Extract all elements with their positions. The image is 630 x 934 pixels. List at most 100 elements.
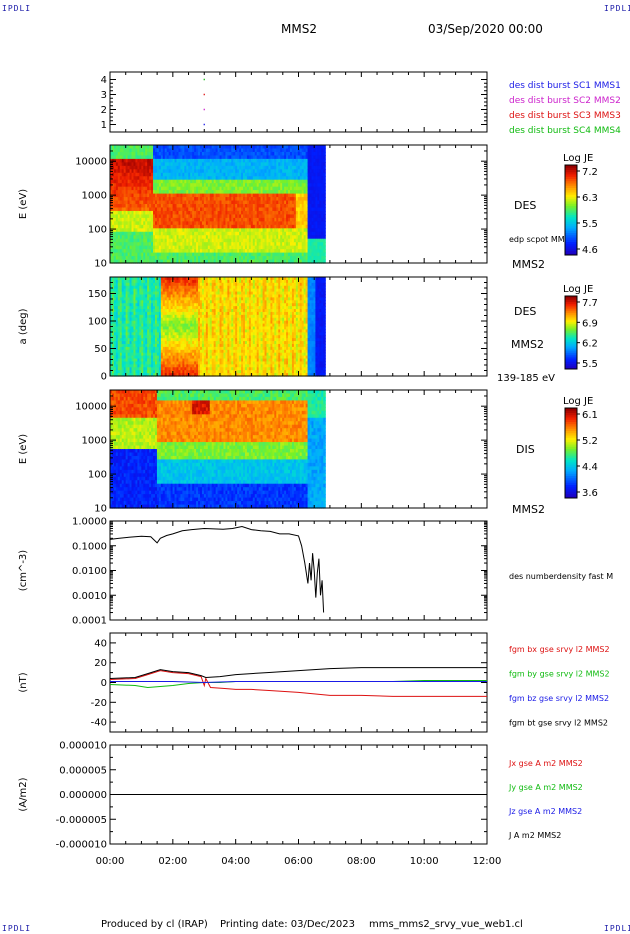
colorbar-cell <box>565 453 577 456</box>
des-energy-y-tick-label: 1000 <box>82 191 107 202</box>
colorbar-cell <box>565 328 577 332</box>
bfield-line-3 <box>110 681 487 684</box>
burst-panel-frame <box>109 71 488 133</box>
colorbar-cell <box>565 330 577 333</box>
colorbar-cell <box>565 207 577 211</box>
colorbar-cell <box>565 178 577 182</box>
corner-label-top-right: IPDLI <box>604 4 630 13</box>
colorbar-cell <box>565 337 577 341</box>
colorbar-cell <box>565 354 577 357</box>
des-pitch-sublabel: MMS2 <box>511 338 544 351</box>
colorbar-cell <box>565 323 577 326</box>
des-energy-colorbar-frame <box>564 164 578 256</box>
colorbar-cell <box>565 250 577 254</box>
colorbar-cell <box>565 180 577 184</box>
colorbar-cell <box>565 358 577 361</box>
bfield-legend-4: fgm bt gse srvy l2 MMS2 <box>509 719 608 728</box>
colorbar-cell <box>565 312 577 315</box>
colorbar-cell <box>565 432 577 436</box>
bfield-y-tick-label: 40 <box>94 638 107 649</box>
colorbar-cell <box>565 216 577 220</box>
des-energy-ylabel: E (eV) <box>18 189 29 219</box>
colorbar-cell <box>565 466 577 470</box>
des-energy-y-tick-label: 10 <box>94 259 107 270</box>
colorbar-cell <box>565 176 577 179</box>
colorbar-cell <box>565 430 577 434</box>
colorbar-cell <box>565 314 577 317</box>
colorbar-tick-label: 5.5 <box>582 359 598 370</box>
bfield-ylabel: (nT) <box>18 672 29 692</box>
colorbar-cell <box>565 210 577 213</box>
colorbar-cell <box>565 196 577 200</box>
current-y-tick-label: -0.000010 <box>56 840 107 851</box>
current-y-tick-label: -0.000005 <box>56 815 107 826</box>
bfield-y-tick-label: -20 <box>91 698 107 709</box>
colorbar-cell <box>565 334 577 337</box>
density-y-tick-label: 0.1000 <box>72 541 107 552</box>
time-tick-label: 04:00 <box>221 856 250 867</box>
colorbar-cell <box>565 341 577 344</box>
density-y-tick-label: 0.0100 <box>72 566 107 577</box>
colorbar-cell <box>565 462 577 465</box>
spacecraft-title: MMS2 <box>281 22 317 36</box>
colorbar-cell <box>565 345 577 348</box>
colorbar-cell <box>565 332 577 335</box>
colorbar-cell <box>565 189 577 193</box>
colorbar-cell <box>565 316 577 319</box>
des-pitch-colorbar-frame <box>564 295 578 370</box>
colorbar-cell <box>565 234 577 238</box>
time-tick-label: 06:00 <box>284 856 313 867</box>
colorbar-cell <box>565 319 577 323</box>
colorbar-cell <box>565 367 577 370</box>
footer-script-name: mms_mms2_srvy_vue_web1.cl <box>369 919 523 930</box>
dis-energy-y-tick-label: 100 <box>88 470 107 481</box>
colorbar-tick-label: 7.7 <box>582 298 598 309</box>
burst-y-tick-label: 2 <box>101 105 107 116</box>
bfield-legend-2: fgm by gse srvy l2 MMS2 <box>509 670 610 679</box>
current-y-tick-label: 0.000005 <box>59 765 107 776</box>
colorbar-cell <box>565 299 577 302</box>
current-legend-1: Jx gse A m2 MMS2 <box>508 759 583 768</box>
colorbar-cell <box>565 356 577 359</box>
dis-energy-ylabel: E (eV) <box>18 434 29 464</box>
current-y-tick-label: 0.000010 <box>59 741 107 752</box>
dis-energy-y-tick-label: 10000 <box>75 402 107 413</box>
colorbar-tick-label: 6.3 <box>582 193 598 204</box>
colorbar-cell <box>565 317 577 321</box>
bfield-frame <box>109 632 488 733</box>
bfield-y-tick-label: -40 <box>91 718 107 729</box>
corner-label-bottom-right: IPDLI <box>604 924 630 933</box>
footer-printing-date: Printing date: 03/Dec/2023 <box>220 919 356 930</box>
colorbar-cell <box>565 339 577 343</box>
colorbar-cell <box>565 183 577 186</box>
colorbar-tick-label: 3.6 <box>582 488 598 499</box>
colorbar-tick-label: 4.6 <box>582 245 598 256</box>
burst-y-tick-label: 1 <box>101 120 107 131</box>
colorbar-tick-label: 6.1 <box>582 410 598 421</box>
time-tick-label: 00:00 <box>96 856 125 867</box>
time-tick-label: 08:00 <box>347 856 376 867</box>
dis-energy-bottom-label: MMS2 <box>512 503 545 516</box>
colorbar-cell <box>565 468 577 472</box>
dis-energy-y-tick-label: 1000 <box>82 436 107 447</box>
colorbar-tick-label: 7.2 <box>582 167 598 178</box>
colorbar-cell <box>565 473 577 476</box>
burst-y-tick-label: 4 <box>101 75 107 86</box>
dis-energy-label: DIS <box>516 443 535 456</box>
des-pitch-label: DES <box>514 305 536 318</box>
colorbar-cell <box>565 228 577 231</box>
colorbar-cell <box>565 308 577 312</box>
dis-energy-colorbar-frame <box>564 407 578 499</box>
dis-energy-colorbar-title: Log JE <box>563 396 593 407</box>
colorbar-cell <box>565 471 577 474</box>
colorbar-cell <box>565 221 577 224</box>
colorbar-cell <box>565 365 577 368</box>
colorbar-cell <box>565 192 577 195</box>
colorbar-cell <box>565 419 577 422</box>
colorbar-cell <box>565 169 577 173</box>
colorbar-cell <box>565 475 577 479</box>
colorbar-cell <box>565 361 577 365</box>
colorbar-cell <box>565 225 577 229</box>
